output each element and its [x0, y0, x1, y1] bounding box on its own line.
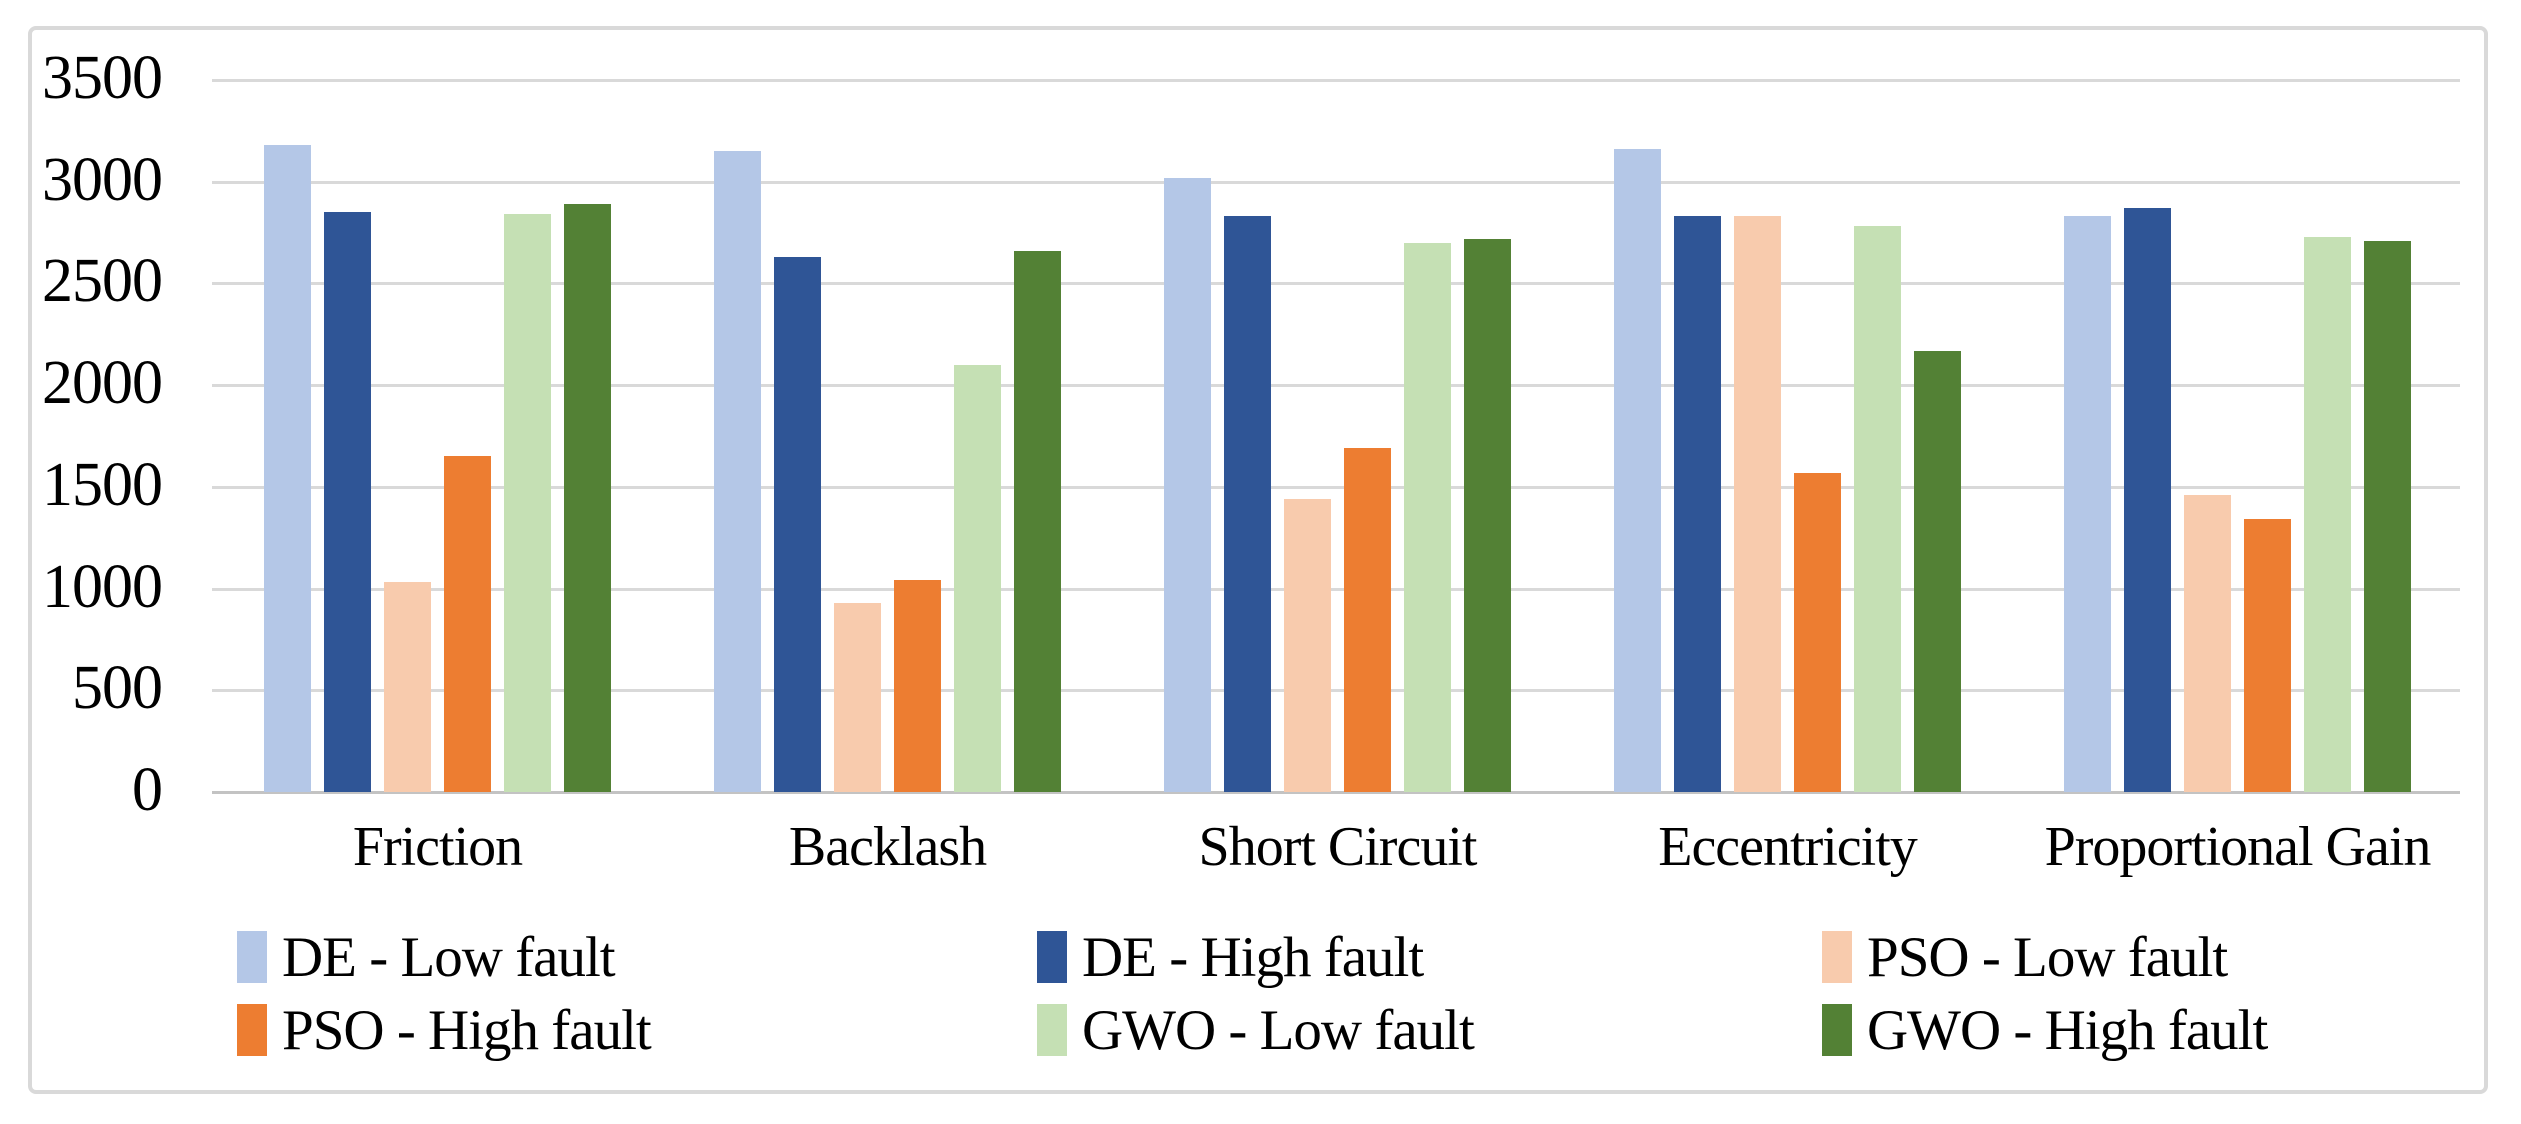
bar: [1014, 250, 1061, 792]
y-tick-label-2000: 2000: [42, 349, 163, 418]
legend: DE - Low fault DE - High fault PSO - Low f…: [237, 922, 2457, 1082]
bar-group-proportional-gain: [2064, 80, 2411, 792]
plot-area: [212, 79, 2460, 794]
bar: [504, 214, 551, 792]
legend-swatch-icon: [1037, 931, 1067, 983]
gridline-2000: [212, 384, 2460, 388]
bar: [2364, 240, 2411, 792]
bar: [834, 602, 881, 792]
bar: [2124, 208, 2171, 792]
y-tick-label-3000: 3000: [42, 145, 163, 214]
bar: [324, 212, 371, 792]
legend-label: DE - High fault: [1082, 925, 1424, 989]
y-tick-label-500: 500: [72, 654, 163, 723]
y-tick-label-2500: 2500: [42, 247, 163, 316]
bar: [564, 204, 611, 792]
bar: [774, 256, 821, 792]
x-axis-label-eccentricity: Eccentricity: [1658, 816, 1918, 878]
legend-label: PSO - Low fault: [1867, 925, 2228, 989]
legend-item-de-high-fault: DE - High fault: [1037, 922, 1424, 992]
legend-swatch-icon: [1822, 1004, 1852, 1056]
legend-label: PSO - High fault: [282, 998, 652, 1062]
legend-swatch-icon: [1822, 931, 1852, 983]
bar: [2304, 236, 2351, 792]
x-axis-label-friction: Friction: [352, 816, 523, 878]
bar: [894, 580, 941, 792]
y-tick-label-1000: 1000: [42, 552, 163, 621]
bar-group-backlash: [714, 80, 1061, 792]
y-axis: 0 500 1000 1500 2000 2500 3000 3500: [32, 44, 204, 824]
legend-label: GWO - Low fault: [1082, 998, 1475, 1062]
bar-group-short-circuit: [1164, 80, 1511, 792]
x-axis: Friction Backlash Short Circuit Eccentricit…: [212, 808, 2460, 886]
bar: [1404, 242, 1451, 792]
bar-group-eccentricity: [1614, 80, 1961, 792]
legend-swatch-icon: [237, 1004, 267, 1056]
bar: [1914, 350, 1961, 792]
y-tick-label-3500: 3500: [42, 44, 163, 113]
bar: [2184, 495, 2231, 792]
gridline-1000: [212, 587, 2460, 591]
legend-item-de-low-fault: DE - Low fault: [237, 922, 616, 992]
legend-label: DE - Low fault: [282, 925, 616, 989]
bar: [1614, 149, 1661, 792]
gridline-2500: [212, 282, 2460, 286]
x-axis-label-proportional-gain: Proportional Gain: [2044, 816, 2432, 878]
gridline-3500: [212, 79, 2460, 82]
legend-item-pso-high-fault: PSO - High fault: [237, 995, 652, 1065]
legend-item-gwo-low-fault: GWO - Low fault: [1037, 995, 1475, 1065]
y-tick-label-0: 0: [132, 756, 163, 825]
legend-item-pso-low-fault: PSO - Low fault: [1822, 922, 2228, 992]
gridline-1500: [212, 485, 2460, 489]
bar-group-friction: [264, 80, 611, 792]
bar: [2064, 216, 2111, 792]
gridline-3000: [212, 180, 2460, 184]
bar: [1464, 238, 1511, 792]
bar: [1734, 216, 1781, 792]
bar: [714, 151, 761, 792]
x-axis-label-short-circuit: Short Circuit: [1198, 816, 1478, 878]
bar: [2244, 519, 2291, 792]
bar: [1854, 226, 1901, 792]
bar: [444, 456, 491, 792]
bar: [954, 364, 1001, 792]
legend-swatch-icon: [237, 931, 267, 983]
legend-label: GWO - High fault: [1867, 998, 2268, 1062]
bar: [1284, 499, 1331, 792]
x-axis-label-backlash: Backlash: [788, 816, 987, 878]
bar: [264, 145, 311, 792]
gridline-500: [212, 689, 2460, 693]
legend-swatch-icon: [1037, 1004, 1067, 1056]
bar: [1344, 448, 1391, 792]
bar: [1164, 177, 1211, 792]
x-axis-line: [212, 791, 2460, 794]
legend-item-gwo-high-fault: GWO - High fault: [1822, 995, 2268, 1065]
y-tick-label-1500: 1500: [42, 450, 163, 519]
bar: [1674, 216, 1721, 792]
bar-chart-frame: 0 500 1000 1500 2000 2500 3000 3500 Friction Bac…: [28, 26, 2488, 1094]
bar: [1794, 472, 1841, 792]
bar: [384, 582, 431, 792]
bar: [1224, 216, 1271, 792]
